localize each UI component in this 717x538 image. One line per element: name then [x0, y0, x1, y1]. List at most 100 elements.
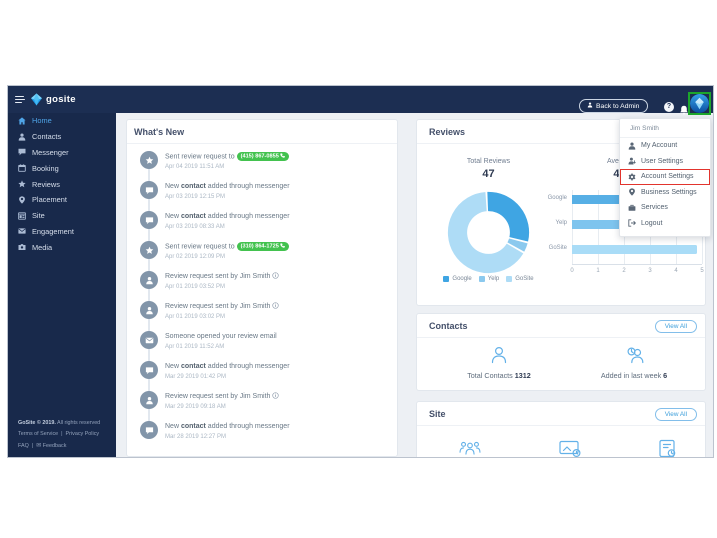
gosite-logo-icon [30, 93, 43, 106]
messenger-contact-icon [140, 181, 158, 199]
feed-item: New contact added through messenger Mar 2… [127, 421, 391, 451]
feed-person-icon [140, 271, 158, 289]
legend-swatch [506, 276, 513, 282]
user-settings-icon [628, 157, 636, 165]
phone-badge: (415) 867-0855 [236, 152, 289, 161]
feed-person-icon [140, 391, 158, 409]
phone-badge: (310) 864-1725 [236, 242, 289, 251]
logout-icon [628, 219, 636, 227]
gear-icon [628, 173, 636, 181]
feed-item-text: Someone opened your review email [165, 333, 277, 340]
terms-link[interactable]: Terms of Service [18, 431, 59, 437]
faq-link[interactable]: FAQ [18, 442, 29, 449]
feedback-link[interactable]: Feedback [42, 442, 67, 449]
menu-item-label: Logout [641, 219, 663, 227]
feed-item-text: Review request sent by Jim Smith [165, 302, 280, 311]
placement-icon [18, 196, 26, 204]
messenger-contact-icon [140, 421, 158, 439]
feed-item-text: New contact added through messenger [165, 183, 290, 190]
feed-item-timestamp: Apr 01 2019 03:52 PM [165, 284, 226, 290]
feed-item-text: Sent review request to (310) 864-1725 [165, 242, 289, 252]
reviews-donut-chart [447, 191, 530, 274]
bar-category-label: Google [547, 195, 567, 201]
briefcase-icon [628, 204, 636, 212]
menu-item-my-account[interactable]: My Account [620, 138, 710, 154]
feed-item-timestamp: Apr 03 2019 08:33 AM [165, 224, 225, 230]
review-request-icon [140, 151, 158, 169]
sidebar-item-messenger[interactable]: Messenger [8, 145, 116, 161]
info-icon[interactable] [272, 272, 280, 279]
site-title: Site [429, 409, 446, 419]
feed-item-text: Review request sent by Jim Smith [165, 272, 280, 281]
feed-item-timestamp: Apr 03 2019 12:15 PM [165, 194, 226, 200]
legend-item-google: Google [443, 276, 472, 282]
menu-item-logout[interactable]: Logout [620, 216, 710, 232]
total-contacts-value: 1312 [514, 371, 531, 380]
donut-legend: Google Yelp GoSite [430, 276, 547, 282]
app-window: gosite Back to Admin ? Home Contacts Messe… [7, 85, 714, 458]
feed-item: New contact added through messenger Apr 0… [127, 181, 391, 211]
menu-item-account-settings[interactable]: Account Settings [620, 169, 710, 185]
rating-bar-gosite [572, 244, 697, 254]
user-menu-items: My Account User Settings Account Settings B… [620, 138, 710, 231]
menu-item-label: Account Settings [641, 173, 694, 181]
sidebar-item-reviews[interactable]: Reviews [8, 176, 116, 192]
help-icon[interactable]: ? [664, 102, 674, 112]
copyright: GoSite © 2019. [18, 419, 56, 426]
feed-item: Review request sent by Jim Smith Apr 01 2… [127, 271, 391, 301]
sidebar-item-contacts[interactable]: Contacts [8, 129, 116, 145]
feed-item-timestamp: Apr 02 2019 12:09 PM [165, 254, 226, 260]
notifications-bell-icon[interactable] [679, 102, 689, 115]
contacts-view-all-button[interactable]: View All [654, 320, 697, 333]
email-open-icon [140, 331, 158, 349]
avatar-annotation-box [688, 92, 711, 115]
contact-clock-icon [569, 344, 699, 368]
menu-item-business-settings[interactable]: Business Settings [620, 185, 710, 201]
menu-item-user-settings[interactable]: User Settings [620, 154, 710, 170]
messenger-contact-icon [140, 211, 158, 229]
sidebar-item-site[interactable]: Site [8, 208, 116, 224]
feed-item: Review request sent by Jim Smith Mar 29 2… [127, 391, 391, 421]
back-to-admin-button[interactable]: Back to Admin [579, 99, 649, 113]
feedback-mail-icon: ✉ [36, 442, 42, 449]
bar-category-label: Yelp [555, 220, 567, 226]
feed-item-timestamp: Apr 04 2019 11:51 AM [165, 164, 225, 170]
x-tick-label: 1 [596, 268, 600, 274]
info-icon[interactable] [272, 302, 280, 309]
feed-item-text: Sent review request to (415) 867-0855 [165, 152, 289, 162]
legend-swatch [478, 276, 485, 282]
user-icon [628, 142, 636, 150]
info-icon[interactable] [272, 392, 280, 399]
site-view-all-button[interactable]: View All [654, 408, 697, 421]
user-avatar[interactable] [690, 94, 709, 113]
sidebar-nav: Home Contacts Messenger Booking Reviews Place… [8, 113, 116, 255]
feed-timeline [148, 160, 150, 430]
feed-person-icon [140, 301, 158, 319]
hamburger-menu-icon[interactable] [15, 96, 25, 105]
menu-item-label: User Settings [641, 157, 684, 165]
sidebar-item-booking[interactable]: Booking [8, 160, 116, 176]
whats-new-title: What's New [134, 127, 185, 137]
sidebar-item-home[interactable]: Home [8, 113, 116, 129]
top-header: gosite Back to Admin ? [8, 86, 713, 115]
sidebar-item-engagement[interactable]: Engagement [8, 224, 116, 240]
sidebar-item-label: Messenger [32, 147, 69, 157]
feed-item: Review request sent by Jim Smith Apr 01 2… [127, 301, 391, 331]
contacts-title: Contacts [429, 321, 468, 331]
total-contacts-stat: Total Contacts 1312 [429, 344, 569, 380]
sidebar-item-label: Site [32, 211, 45, 221]
feed-item: Someone opened your review email Apr 01 2… [127, 331, 391, 361]
feed-item-timestamp: Mar 28 2019 12:27 PM [165, 434, 227, 440]
sidebar-item-media[interactable]: Media [8, 239, 116, 255]
feed-item-text: New contact added through messenger [165, 213, 290, 220]
feed-item-text: New contact added through messenger [165, 423, 290, 430]
sidebar-item-label: Reviews [32, 179, 60, 189]
whats-new-panel: What's New Sent review request to (415) … [126, 119, 398, 457]
privacy-link[interactable]: Privacy Policy [65, 431, 100, 437]
contacts-icon [18, 133, 26, 141]
total-reviews-value: 47 [482, 168, 495, 180]
menu-item-services[interactable]: Services [620, 200, 710, 216]
x-tick-label: 4 [674, 268, 678, 274]
sidebar-item-placement[interactable]: Placement [8, 192, 116, 208]
pin-icon [628, 188, 636, 196]
